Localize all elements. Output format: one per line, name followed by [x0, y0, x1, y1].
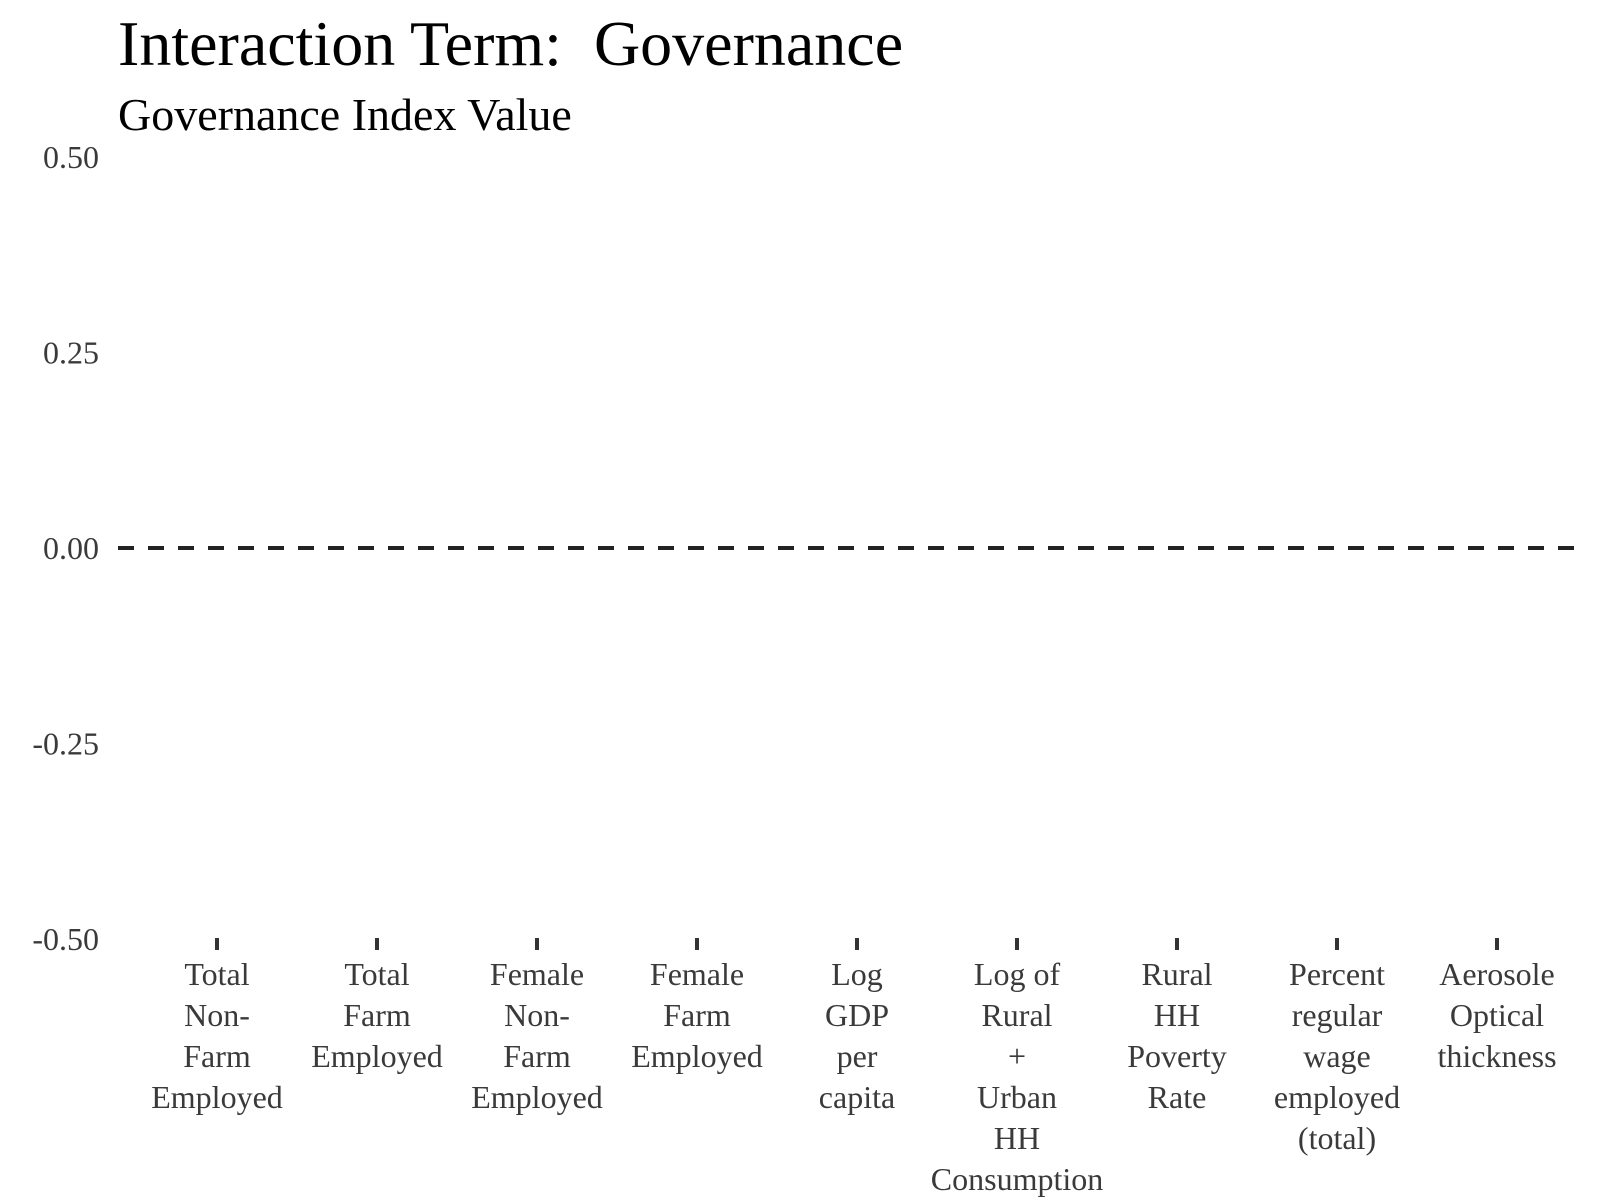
x-tick-label-line: Employed — [151, 1079, 283, 1115]
y-tick-label: -0.25 — [32, 726, 99, 762]
x-tick-label-line: HH — [1154, 997, 1200, 1033]
x-tick-label-line: wage — [1303, 1038, 1371, 1074]
x-tick-label: Female Non- Farm Employed — [471, 956, 603, 1115]
x-tick-label-line: Farm — [183, 1038, 251, 1074]
y-tick-label: -0.50 — [32, 921, 99, 957]
x-tick-label-line: + — [1008, 1038, 1026, 1074]
x-tick-label-line: Farm — [503, 1038, 571, 1074]
x-tick-label-line: Farm — [663, 997, 731, 1033]
x-tick-label-line: Female — [650, 956, 744, 992]
x-tick-label-line: HH — [994, 1120, 1040, 1156]
x-tick-label-line: capita — [819, 1079, 895, 1115]
x-tick-label-line: Optical — [1450, 997, 1544, 1033]
x-tick-label: Aerosole Optical thickness — [1437, 956, 1556, 1074]
x-tick-label-line: Urban — [977, 1079, 1057, 1115]
x-tick-label-line: Consumption — [931, 1161, 1103, 1197]
x-tick-label: Log GDP per capita — [819, 956, 895, 1115]
x-tick-label-line: Employed — [471, 1079, 603, 1115]
x-tick-label: Percent regular wage employed (total) — [1274, 956, 1400, 1156]
x-tick-label-line: Total — [184, 956, 249, 992]
x-tick-label-line: Aerosole — [1439, 956, 1555, 992]
x-tick-label: Total Farm Employed — [311, 956, 443, 1074]
x-tick-label-line: thickness — [1437, 1038, 1556, 1074]
x-tick-label-line: Non- — [184, 997, 250, 1033]
y-tick-label: 0.50 — [43, 139, 99, 175]
x-tick-label-line: Percent — [1289, 956, 1385, 992]
x-tick-label: Log of Rural + Urban HH Consumption — [931, 956, 1103, 1197]
x-tick-label-line: Rural — [1141, 956, 1212, 992]
x-tick-label-line: Rate — [1148, 1079, 1207, 1115]
x-tick-label-line: GDP — [825, 997, 889, 1033]
x-tick-label-line: Employed — [631, 1038, 763, 1074]
x-tick-label-line: Poverty — [1127, 1038, 1227, 1074]
x-tick-label-line: Employed — [311, 1038, 443, 1074]
y-tick-label: 0.00 — [43, 530, 99, 566]
x-tick-label-line: Farm — [343, 997, 411, 1033]
x-tick-label-line: Rural — [981, 997, 1052, 1033]
x-tick-label-line: employed — [1274, 1079, 1400, 1115]
chart-title: Interaction Term: Governance — [118, 8, 904, 79]
x-tick-label: Total Non- Farm Employed — [151, 956, 283, 1115]
x-tick-label-line: Total — [344, 956, 409, 992]
chart-subtitle: Governance Index Value — [118, 89, 572, 140]
x-tick-label-line: Non- — [504, 997, 570, 1033]
y-tick-label: 0.25 — [43, 335, 99, 371]
x-tick-label-line: per — [837, 1038, 878, 1074]
x-tick-label-line: Female — [490, 956, 584, 992]
x-tick-label-line: Log — [831, 956, 883, 992]
x-tick-label: Rural HH Poverty Rate — [1127, 956, 1227, 1115]
x-tick-label-line: Log of — [974, 956, 1061, 992]
x-tick-label-line: (total) — [1298, 1120, 1376, 1156]
x-tick-label-line: regular — [1292, 997, 1383, 1033]
x-tick-label: Female Farm Employed — [631, 956, 763, 1074]
